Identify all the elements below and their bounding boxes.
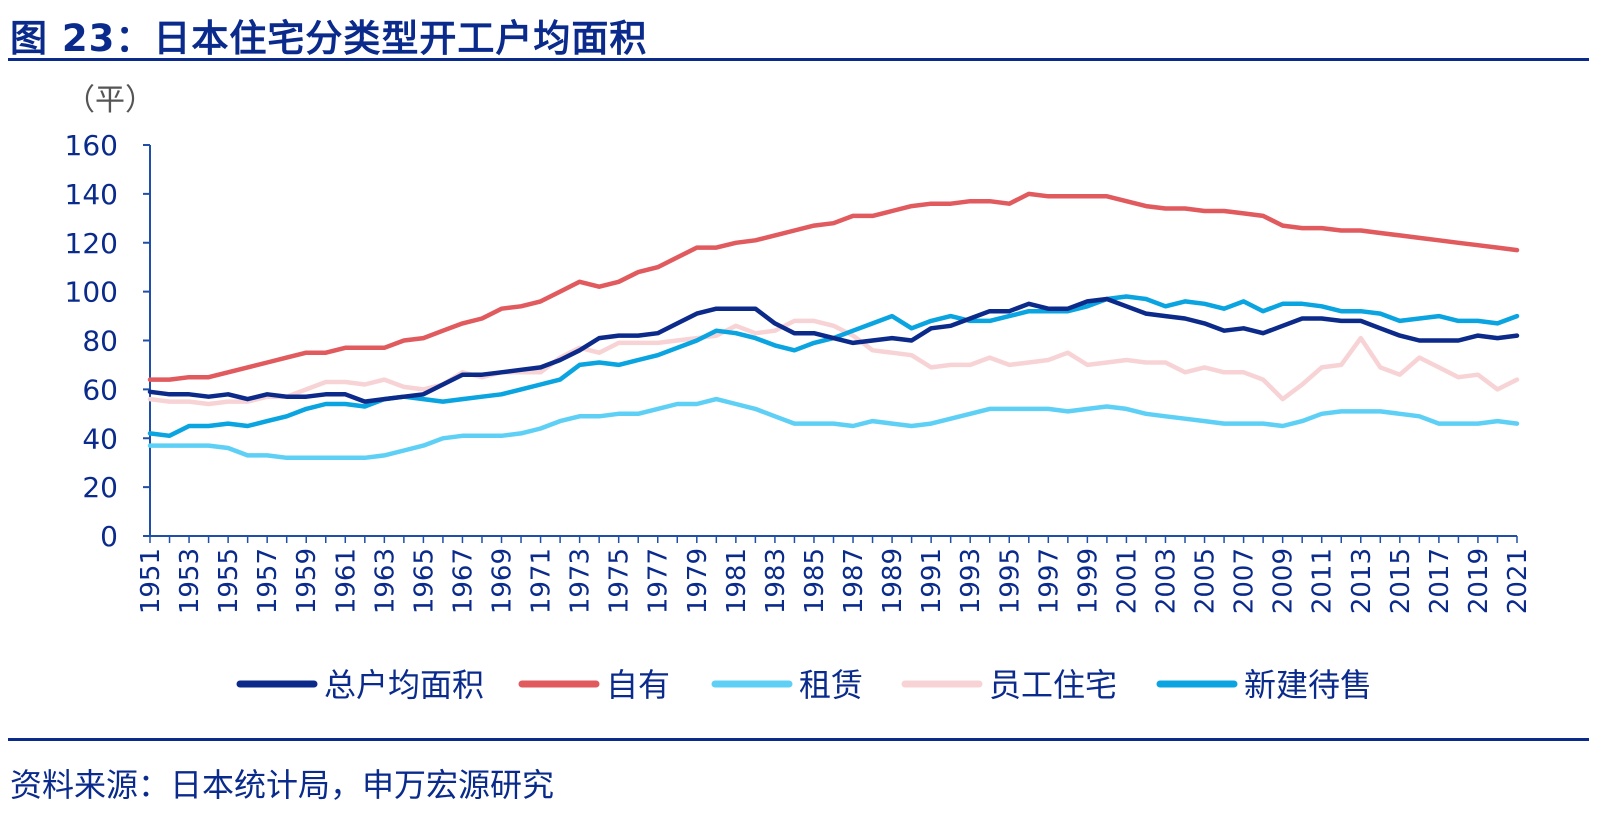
x-tick-label: 1969 — [488, 548, 518, 614]
x-tick-label: 2015 — [1386, 548, 1416, 614]
series-layer — [147, 191, 1520, 461]
x-tick-label: 2001 — [1112, 548, 1142, 614]
x-tick-label: 1967 — [448, 548, 478, 614]
x-tick-label: 1983 — [761, 548, 791, 614]
x-tick-label: 1989 — [878, 548, 908, 614]
x-tick-label: 1981 — [722, 548, 752, 614]
series-line — [147, 191, 1520, 382]
x-tick-label: 2003 — [1151, 548, 1181, 614]
x-tick-label: 1977 — [644, 548, 674, 614]
legend: 总户均面积 自有 租赁 员工住宅 新建待售 — [236, 666, 1372, 704]
x-tick-label: 2021 — [1503, 548, 1533, 614]
y-tick-label: 80 — [82, 325, 118, 358]
legend-label: 总户均面积 — [324, 666, 484, 704]
axes: 0 20 40 60 80 100 120 140 160 1951 1953 1955 1957 195… — [65, 129, 1533, 614]
x-tick-label: 1953 — [175, 548, 205, 614]
series-line — [147, 318, 1520, 407]
y-tick-label: 0 — [100, 520, 118, 553]
series-line — [147, 396, 1520, 461]
x-tick-label: 1979 — [683, 548, 713, 614]
x-tick-label: 1985 — [800, 548, 830, 614]
y-tick-label: 60 — [82, 373, 118, 406]
x-tick-label: 1975 — [605, 548, 635, 614]
x-tick-label: 1973 — [566, 548, 596, 614]
y-tick-label: 100 — [65, 276, 118, 309]
x-tick-label: 1955 — [214, 548, 244, 614]
legend-label: 新建待售 — [1244, 666, 1372, 704]
x-tick-label: 1965 — [409, 548, 439, 614]
x-tick-label: 2017 — [1425, 548, 1455, 614]
x-tick-label: 1971 — [527, 548, 557, 614]
x-tick-label: 1999 — [1073, 548, 1103, 614]
x-tick-label: 2007 — [1230, 548, 1260, 614]
x-tick-label: 1997 — [1034, 548, 1064, 614]
x-tick-label: 1993 — [956, 548, 986, 614]
figure-title: 图 23：日本住宅分类型开工户均面积 — [10, 17, 648, 60]
x-tick-label: 2019 — [1464, 548, 1494, 614]
y-tick-label: 120 — [65, 227, 118, 260]
x-tick-label: 1987 — [839, 548, 869, 614]
y-tick-label: 40 — [82, 422, 118, 455]
x-tick-label: 1995 — [995, 548, 1025, 614]
y-tick-label: 160 — [65, 129, 118, 162]
x-tick-label: 2011 — [1308, 548, 1338, 614]
x-tick-label: 2009 — [1269, 548, 1299, 614]
y-axis-unit-label: （平） — [65, 83, 155, 118]
legend-label: 员工住宅 — [989, 666, 1117, 704]
x-tick-label: 1957 — [253, 548, 283, 614]
series-line — [147, 296, 1520, 404]
x-tick-label: 1961 — [331, 548, 361, 614]
source-note: 资料来源：日本统计局，申万宏源研究 — [10, 766, 555, 804]
x-tick-label: 2005 — [1191, 548, 1221, 614]
line-chart: （平） 0 20 40 60 80 100 120 140 160 1951 1953 1955 195… — [65, 83, 1533, 704]
x-tick-label: 1991 — [917, 548, 947, 614]
legend-label: 租赁 — [799, 666, 863, 704]
y-tick-label: 20 — [82, 471, 118, 504]
y-tick-label: 140 — [65, 178, 118, 211]
x-tick-label: 2013 — [1347, 548, 1377, 614]
title-rule — [8, 58, 1589, 61]
footer-rule — [8, 738, 1589, 741]
x-tick-label: 1959 — [292, 548, 322, 614]
x-tick-label: 1963 — [370, 548, 400, 614]
x-tick-label: 1951 — [136, 548, 166, 614]
legend-label: 自有 — [606, 666, 670, 704]
